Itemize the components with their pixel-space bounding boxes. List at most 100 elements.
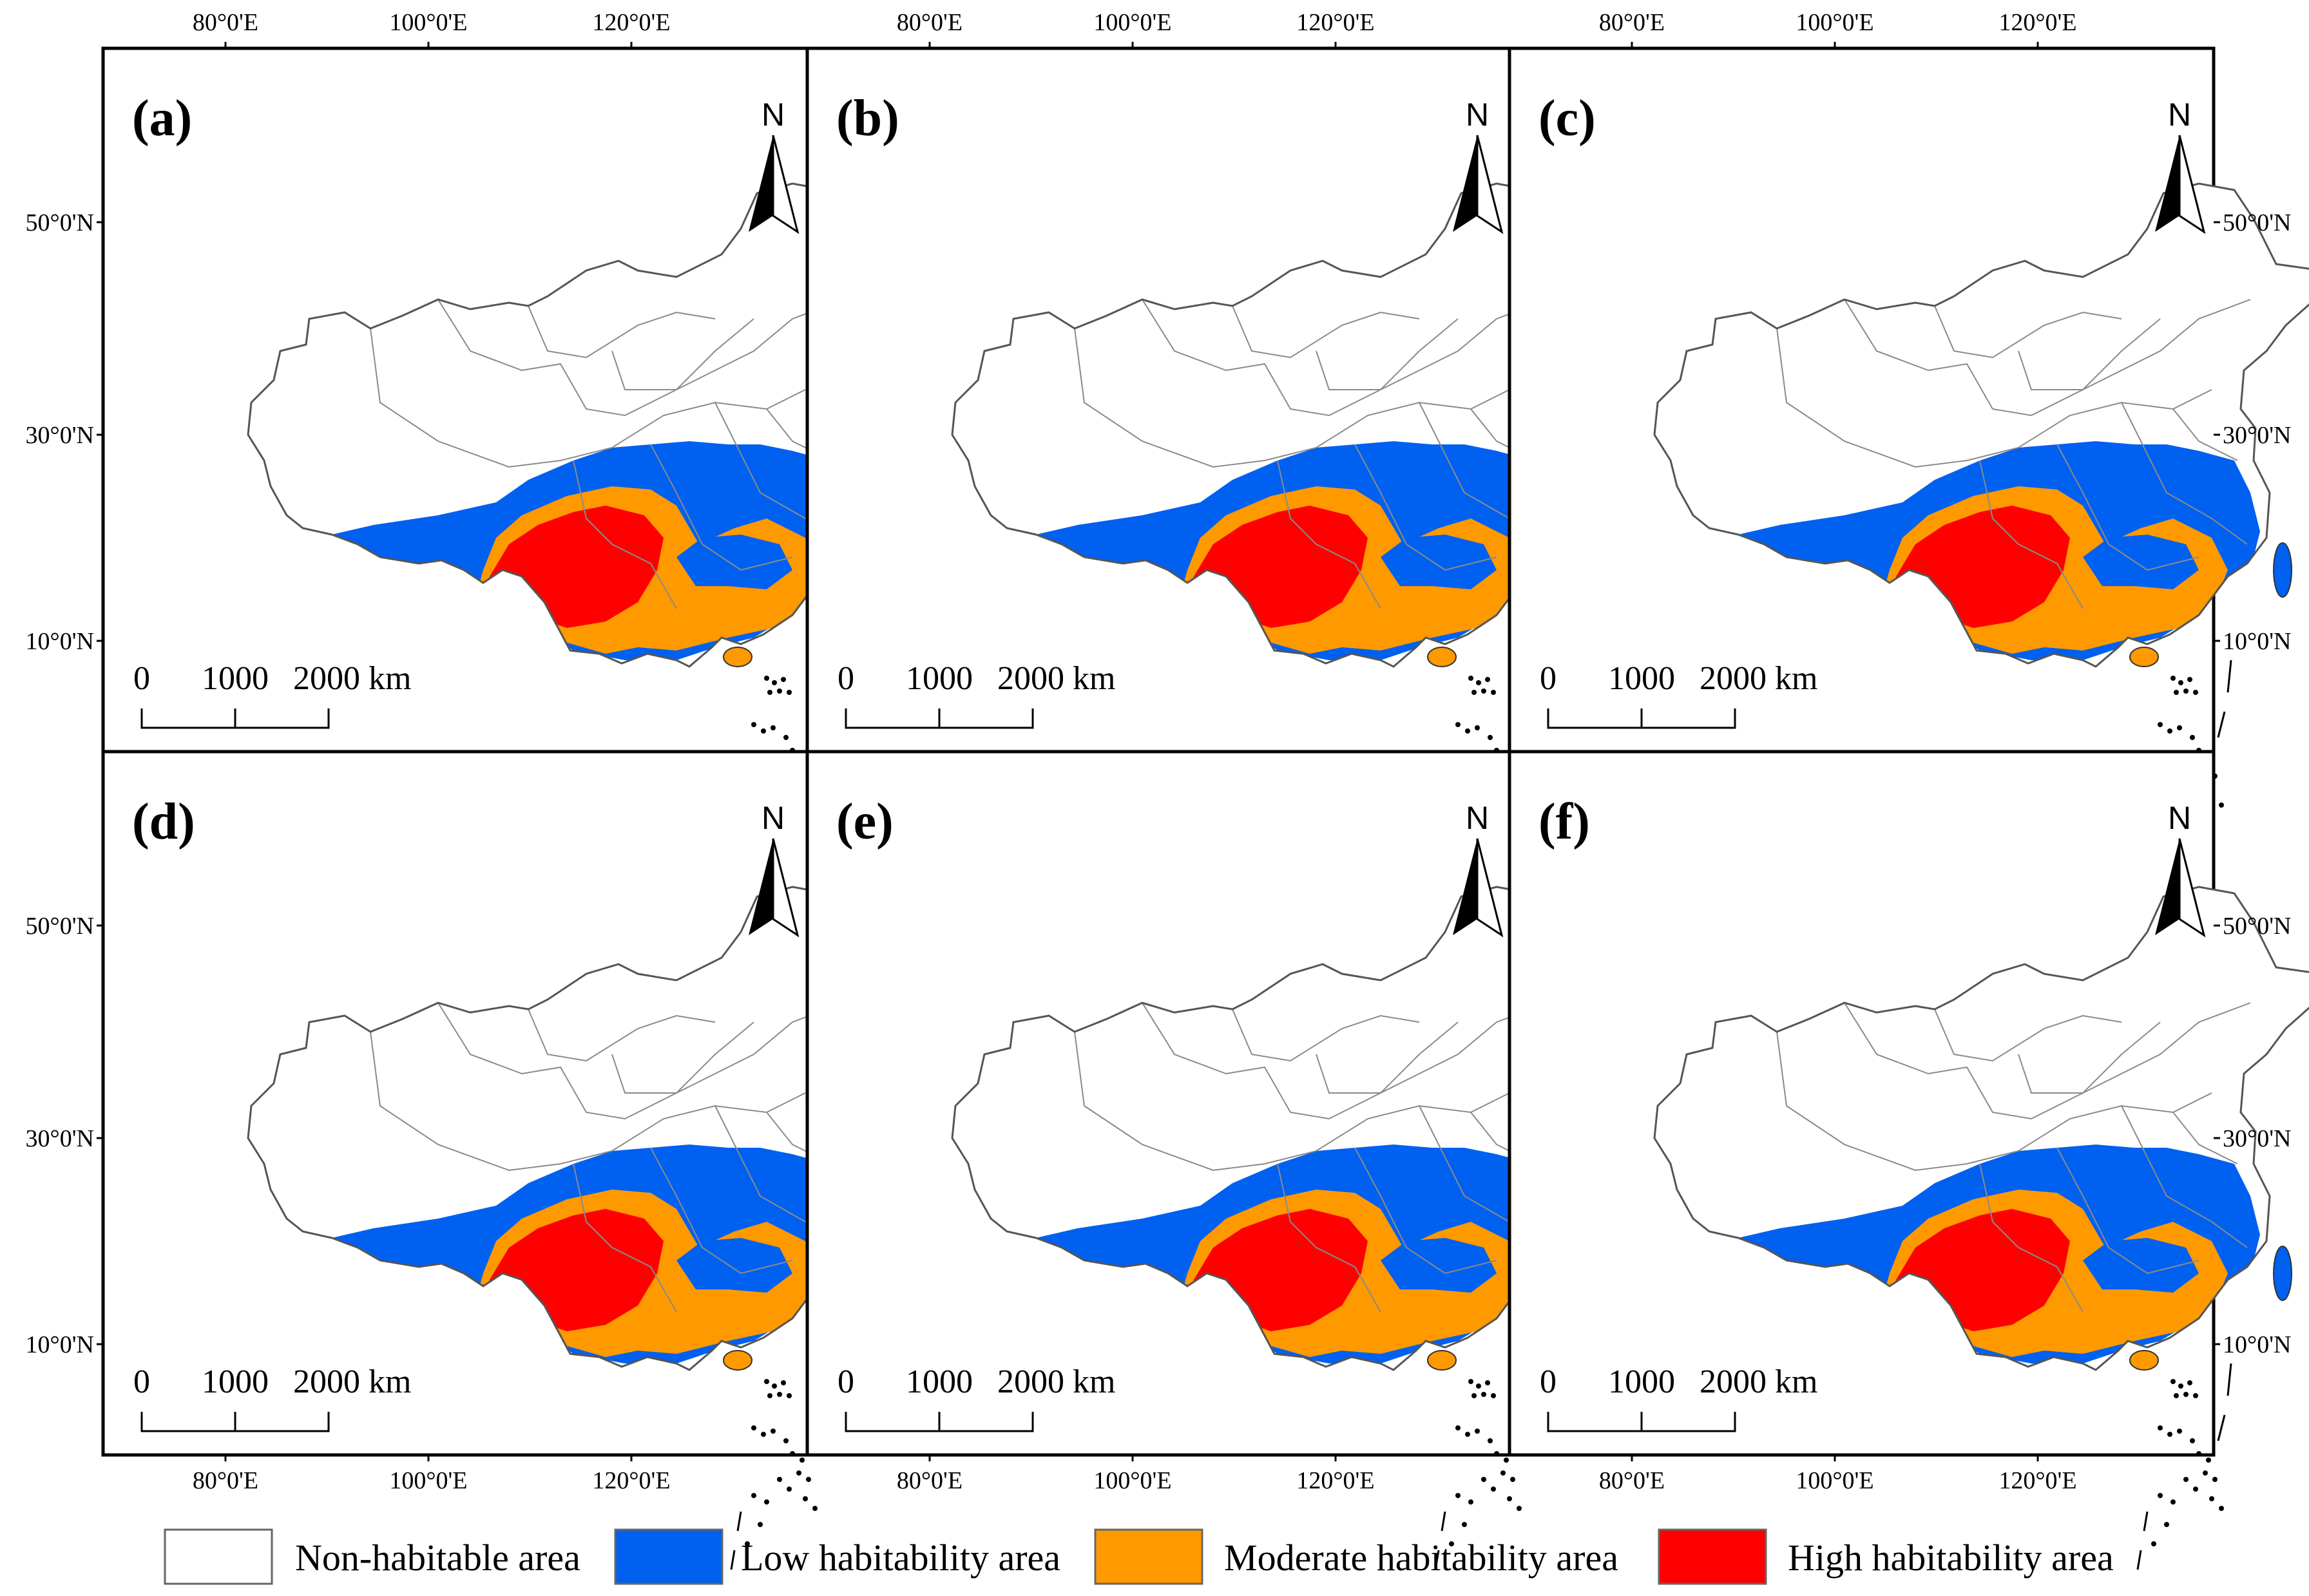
province-boundary <box>2018 1021 2161 1094</box>
scale-label: 2000 km <box>997 1363 1115 1400</box>
taiwan-island <box>2273 542 2292 598</box>
province-boundary <box>573 460 677 609</box>
longitude-label: 100°0'E <box>1093 9 1171 36</box>
province-boundary <box>1277 460 1381 609</box>
legend-swatch-moderate <box>1094 1528 1203 1585</box>
low-habitability-patch <box>676 1238 792 1293</box>
hainan-island <box>1427 1350 1457 1371</box>
map-panel-d: N (d) 0 1000 2000 km 80°0'E 100°0'E 120°0'E 50°0… <box>26 750 947 1570</box>
latitude-label: 50°0'N <box>2223 209 2292 236</box>
longitude-label: 120°0'E <box>1998 9 2076 36</box>
province-boundary <box>1074 1031 1265 1172</box>
province-boundary <box>528 1009 716 1062</box>
longitude-label: 100°0'E <box>389 9 467 36</box>
legend-label-non-habitable: Non-habitable area <box>295 1537 580 1579</box>
legend-swatch-low <box>614 1528 723 1585</box>
latitude-label: 30°0'N <box>26 1125 95 1152</box>
south-china-sea-islands <box>2136 1363 2232 1570</box>
scale-label: 0 <box>1540 660 1557 697</box>
scale-bar-line <box>140 708 330 729</box>
province-boundary <box>2172 408 2238 461</box>
north-arrow: N <box>2155 97 2206 234</box>
province-boundary <box>1979 1163 2084 1313</box>
province-boundary <box>1934 305 2122 359</box>
latitude-label: 10°0'N <box>2223 1331 2292 1358</box>
scale-label: 0 <box>133 660 150 697</box>
north-arrow-dark-half <box>1453 135 1477 232</box>
scale-label: 1000 <box>906 1363 973 1400</box>
scale-bar: 0 1000 2000 km <box>838 660 1115 729</box>
province-boundary <box>650 444 793 571</box>
legend-swatch-non-habitable <box>164 1528 273 1585</box>
latitude-label: 10°0'N <box>2223 628 2292 655</box>
hainan-island <box>723 647 752 667</box>
north-label: N <box>1466 97 1489 133</box>
province-boundary <box>1966 1092 2212 1164</box>
longitude-label: 120°0'E <box>592 9 670 36</box>
map-panel-e: N (e) 0 1000 2000 km 80°0'E 100°0'E 120°0'E <box>805 750 1651 1570</box>
latitude-label: 30°0'N <box>2223 1125 2292 1152</box>
scale-bar: 0 1000 2000 km <box>1540 1363 1817 1432</box>
north-arrow-light-half <box>2178 838 2206 938</box>
legend-label-moderate: Moderate habitability area <box>1224 1537 1618 1579</box>
north-label: N <box>2168 97 2191 133</box>
province-boundary <box>1844 299 2251 417</box>
legend: Non-habitable area Low habitability area… <box>164 1528 2114 1585</box>
panel-label: (e) <box>836 793 894 850</box>
province-boundary <box>370 328 561 468</box>
north-arrow-light-half <box>1476 135 1504 234</box>
longitude-label: 120°0'E <box>1998 1467 2076 1494</box>
latitude-label: 50°0'N <box>26 913 95 940</box>
scale-label: 0 <box>133 1363 150 1400</box>
country-outline <box>1653 182 2309 668</box>
longitude-label: 100°0'E <box>1796 9 1873 36</box>
province-boundary <box>1232 1009 1420 1062</box>
latitude-label: 30°0'N <box>26 422 95 449</box>
province-boundary <box>2121 402 2248 545</box>
scale-label: 1000 <box>202 660 269 697</box>
scale-label: 2000 km <box>1700 660 1817 697</box>
province-boundary <box>2172 1112 2238 1164</box>
scale-bar: 0 1000 2000 km <box>1540 660 1817 729</box>
north-arrow-light-half <box>2178 135 2206 234</box>
longitude-label: 120°0'E <box>1296 1467 1374 1494</box>
legend-swatch-high <box>1658 1528 1767 1585</box>
province-boundary <box>370 1031 561 1172</box>
scale-bar: 0 1000 2000 km <box>838 1363 1115 1432</box>
province-boundary <box>1264 1092 1510 1164</box>
hainan-island <box>2129 647 2159 667</box>
province-boundary <box>1316 318 1459 390</box>
low-habitability-patch <box>1381 1238 1497 1293</box>
longitude-label: 120°0'E <box>1296 9 1374 36</box>
longitude-label: 80°0'E <box>1599 9 1665 36</box>
province-boundary <box>1316 1021 1459 1094</box>
province-boundary <box>2121 1105 2248 1248</box>
province-boundary <box>1776 1031 1968 1172</box>
north-label: N <box>762 800 785 836</box>
province-boundary <box>1966 389 2212 461</box>
legend-label-low: Low habitability area <box>741 1537 1060 1579</box>
north-arrow-light-half <box>772 838 800 938</box>
province-boundary <box>1934 1009 2122 1062</box>
hainan-island <box>1427 647 1457 667</box>
scale-bar-line <box>1547 1412 1736 1432</box>
north-arrow: N <box>2155 800 2206 938</box>
scale-label: 1000 <box>906 660 973 697</box>
scale-label: 1000 <box>202 1363 269 1400</box>
scale-label: 0 <box>838 1363 854 1400</box>
north-arrow: N <box>1453 800 1504 938</box>
province-boundary <box>528 305 716 359</box>
north-arrow: N <box>1453 97 1504 234</box>
north-label: N <box>762 97 785 133</box>
low-habitability-patch <box>1381 535 1497 589</box>
latitude-label: 50°0'N <box>26 209 95 236</box>
north-arrow-dark-half <box>2155 135 2180 232</box>
north-arrow: N <box>749 97 800 234</box>
longitude-label: 120°0'E <box>592 1467 670 1494</box>
scale-label: 1000 <box>1608 660 1675 697</box>
province-boundary <box>573 1163 677 1313</box>
province-boundary <box>560 389 806 461</box>
map-panel-b: N (b) 0 1000 2000 km 80°0'E 100°0'E 120°0'E <box>805 9 1651 867</box>
latitude-label: 30°0'N <box>2223 422 2292 449</box>
north-arrow: N <box>749 800 800 938</box>
